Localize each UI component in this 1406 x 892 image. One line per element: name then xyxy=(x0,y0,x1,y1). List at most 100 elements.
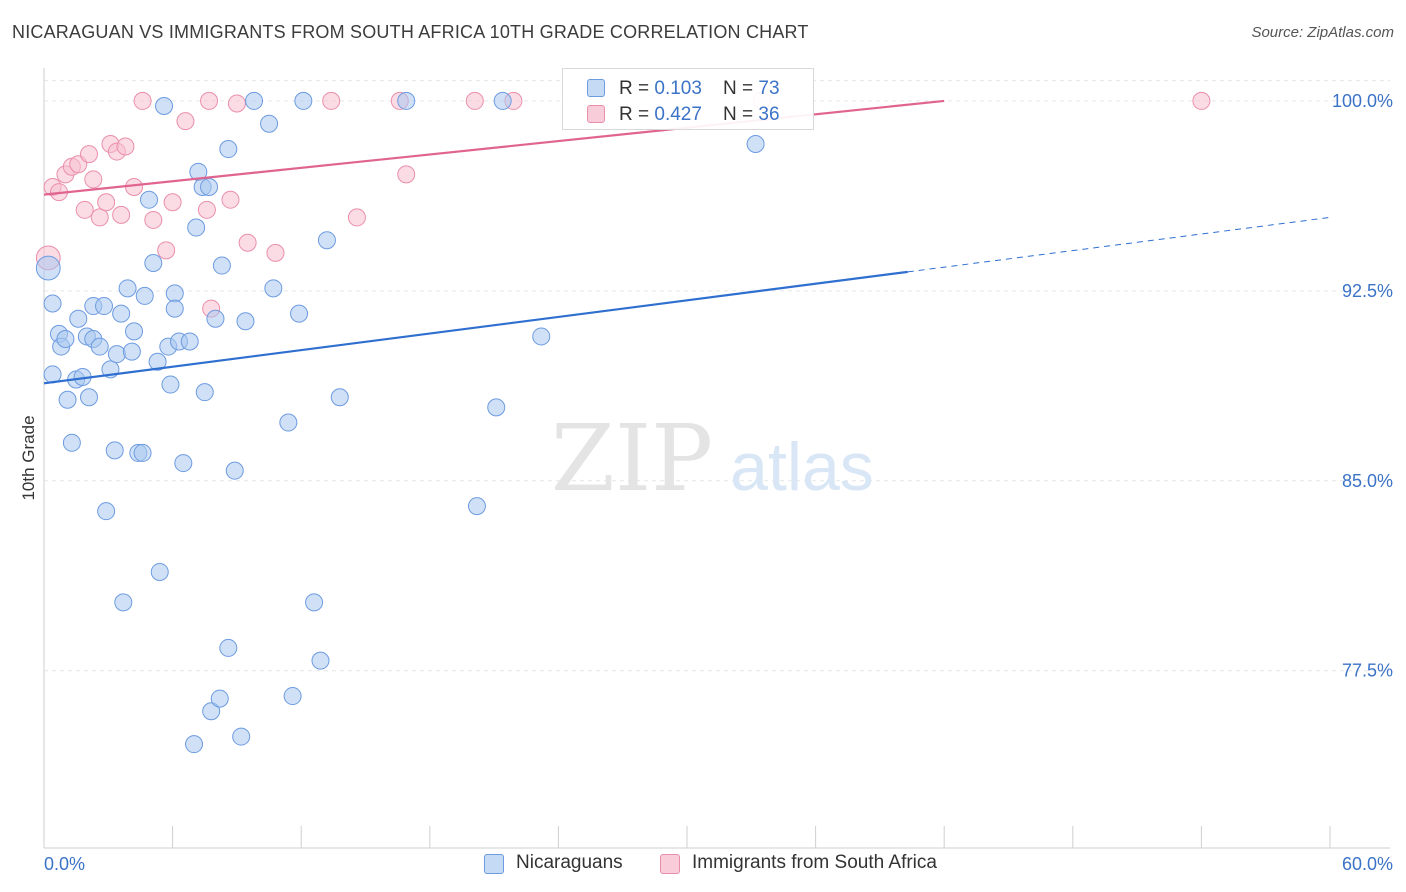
nicaraguan-point xyxy=(294,91,313,110)
nicaraguan-point xyxy=(206,309,225,328)
nicaraguan-trend-line xyxy=(43,270,908,385)
nicaraguan-point xyxy=(97,502,116,521)
nicaraguan-point xyxy=(105,441,124,460)
nicaraguan-point xyxy=(487,398,506,417)
trend-lines xyxy=(43,99,1331,385)
nicaraguan-point xyxy=(165,284,184,303)
south-africa-point xyxy=(112,205,131,224)
nicaraguan-point xyxy=(210,689,229,708)
nicaraguan-point xyxy=(58,390,77,409)
nicaraguan-point xyxy=(532,327,551,346)
y-tick-label: 85.0% xyxy=(1342,471,1393,491)
watermark: ZIP atlas xyxy=(551,405,874,512)
y-tick-label: 92.5% xyxy=(1342,281,1393,301)
nicaraguan-point xyxy=(135,286,154,305)
nicaraguan-point xyxy=(493,91,512,110)
legend-r-value: 0.103 xyxy=(654,78,702,99)
nicaraguan-point xyxy=(187,218,206,237)
nicaraguan-point xyxy=(122,342,141,361)
nicaraguan-point xyxy=(264,279,283,298)
nicaraguan-point xyxy=(133,443,152,462)
stats-legend: R = 0.103 N = 73 R = 0.427 N = 36 xyxy=(562,68,814,130)
nicaraguan-point xyxy=(180,332,199,351)
nicaraguan-point xyxy=(202,702,221,721)
nicaraguan-point xyxy=(232,727,251,746)
south-africa-point xyxy=(144,210,163,229)
legend-r-label: R = xyxy=(619,78,655,99)
nicaraguan-point xyxy=(330,388,349,407)
nicaraguan-point xyxy=(125,322,144,341)
nicaraguan-point xyxy=(69,309,88,328)
nicaraguan-trend-extension xyxy=(907,216,1331,273)
nicaraguan-point xyxy=(95,297,114,316)
chart-title: NICARAGUAN VS IMMIGRANTS FROM SOUTH AFRI… xyxy=(12,22,809,42)
nicaraguan-point xyxy=(161,375,180,394)
south-africa-point xyxy=(125,178,144,197)
south-africa-point xyxy=(322,91,341,110)
watermark-atlas: atlas xyxy=(730,429,874,505)
south-africa-point xyxy=(176,112,195,131)
nicaraguan-point xyxy=(236,312,255,331)
south-africa-point xyxy=(133,91,152,110)
nicaraguan-point xyxy=(219,140,238,159)
nicaraguan-point xyxy=(114,593,133,612)
nicaraguan-point xyxy=(185,735,204,754)
nicaraguan-point xyxy=(150,562,169,581)
south-africa-point xyxy=(197,200,216,219)
south-africa-point xyxy=(116,137,135,156)
nicaraguan-point xyxy=(283,687,302,706)
legend-swatch-blue xyxy=(484,854,504,874)
nicaraguan-point xyxy=(245,91,264,110)
y-tick-label: 100.0% xyxy=(1332,91,1393,111)
nicaraguan-point xyxy=(195,383,214,402)
nicaraguan-point xyxy=(219,638,238,657)
nicaraguan-point xyxy=(467,497,486,516)
nicaraguan-points xyxy=(35,91,765,754)
south-africa-point xyxy=(465,91,484,110)
x-tick-label: 0.0% xyxy=(44,854,85,874)
nicaraguan-point xyxy=(140,190,159,209)
nicaraguan-point xyxy=(165,299,184,318)
nicaraguan-point xyxy=(155,96,174,115)
gridlines xyxy=(44,80,1390,672)
legend-swatch-pink xyxy=(587,105,605,123)
nicaraguan-point xyxy=(290,304,309,323)
south-africa-point xyxy=(157,241,176,260)
legend-r-label: R = xyxy=(619,104,655,125)
south-africa-point xyxy=(80,145,99,164)
south-africa-point xyxy=(266,243,285,262)
source-credit: Source: ZipAtlas.com xyxy=(1251,24,1394,41)
south-africa-point xyxy=(90,208,109,227)
nicaraguan-point xyxy=(260,114,279,133)
south-africa-point xyxy=(238,233,257,252)
legend-label-nicaraguans: Nicaraguans xyxy=(516,852,623,873)
nicaraguan-point xyxy=(746,134,765,153)
south-africa-point xyxy=(397,165,416,184)
south-africa-point xyxy=(97,193,116,212)
nicaraguan-point xyxy=(148,352,167,371)
nicaraguan-point xyxy=(200,178,219,197)
nicaraguan-point xyxy=(80,388,99,407)
legend-n-value: 73 xyxy=(758,78,780,99)
south-africa-point xyxy=(200,91,219,110)
nicaraguan-point xyxy=(397,91,416,110)
nicaraguan-point xyxy=(62,433,81,452)
nicaraguan-point xyxy=(112,304,131,323)
nicaraguan-point xyxy=(118,279,137,298)
x-tick-label: 60.0% xyxy=(1342,854,1393,874)
y-tick-label: 77.5% xyxy=(1342,661,1393,681)
nicaraguan-point xyxy=(212,256,231,275)
watermark-zip: ZIP xyxy=(551,405,713,512)
nicaraguan-point xyxy=(90,337,109,356)
nicaraguan-point xyxy=(225,461,244,480)
legend-r-value: 0.427 xyxy=(654,104,702,125)
south-africa-point xyxy=(84,170,103,189)
south-africa-point xyxy=(163,193,182,212)
nicaraguan-point xyxy=(144,254,163,272)
south-africa-point xyxy=(75,200,94,219)
legend-swatch-blue xyxy=(587,79,605,97)
axis-labels: 77.5% 85.0% 92.5% 100.0% 0.0% 60.0% 10th Grade xyxy=(19,91,1393,874)
nicaraguan-point xyxy=(174,454,193,473)
nicaraguan-point xyxy=(35,255,61,281)
